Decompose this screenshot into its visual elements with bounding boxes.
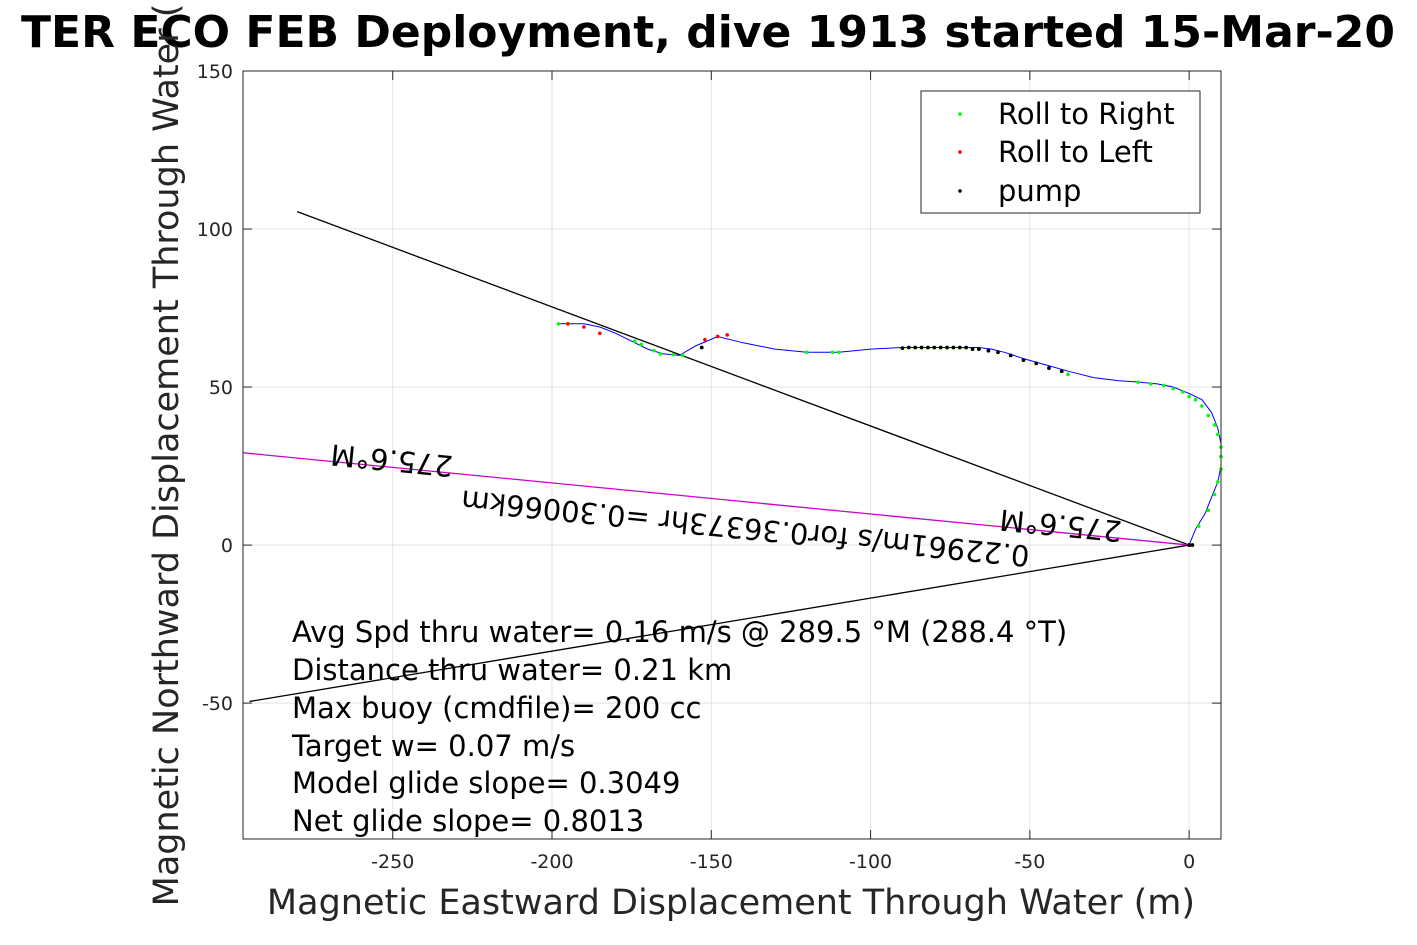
pump-point (996, 350, 1000, 355)
legend-marker-roll-left (958, 150, 962, 154)
roll-right-point (805, 350, 809, 355)
x-tick-label: -200 (530, 851, 573, 873)
roll-right-point (1212, 492, 1217, 497)
legend-box (920, 90, 1201, 214)
reference-line (249, 544, 1190, 703)
legend: Roll to Right Roll to Left pump (920, 90, 1201, 214)
y-tick-label: -50 (202, 693, 233, 715)
chart-title: TER ECO FEB Deployment, dive 1913 starte… (21, 7, 1395, 58)
roll-right-point (1066, 372, 1070, 377)
y-tick-label: 100 (197, 219, 233, 241)
roll-right-point (1206, 508, 1211, 513)
x-tick-label: -100 (849, 851, 892, 873)
pump-point (970, 347, 975, 352)
y-tick-label: 0 (221, 535, 233, 557)
annotation-model-glide-slope: Model glide slope= 0.3049 (292, 766, 680, 800)
roll-right-point (1200, 404, 1204, 408)
x-axis-label: Magnetic Eastward Displacement Through W… (267, 883, 1195, 923)
annotation-target-w: Target w= 0.07 m/s (291, 729, 575, 763)
pump-point (938, 345, 943, 350)
roll-left-point (725, 333, 730, 337)
axis-ticks: -250 -200 -150 -100 -50 0 -50 0 50 100 150 (197, 61, 1221, 873)
point-markers (556, 322, 1223, 547)
legend-label-roll-left: Roll to Left (998, 135, 1153, 169)
pump-point (957, 345, 962, 350)
roll-right-point (1216, 432, 1220, 437)
pump-point (1190, 543, 1195, 547)
pump-point (932, 345, 937, 350)
roll-left-point (597, 331, 602, 336)
x-tick-label: -150 (690, 851, 733, 873)
roll-right-point (1196, 524, 1201, 528)
roll-right-point (1193, 397, 1198, 402)
reference-line (242, 452, 1190, 546)
roll-right-point (652, 348, 656, 353)
legend-label-roll-right: Roll to Right (998, 97, 1175, 131)
roll-left-point (566, 322, 570, 326)
roll-right-point (836, 350, 841, 355)
annotation-block: Avg Spd thru water= 0.16 m/s @ 289.5 °M … (291, 615, 1067, 838)
pump-point (900, 346, 905, 351)
pump-point (699, 345, 704, 350)
legend-marker-roll-right (958, 112, 962, 116)
pump-point (1187, 543, 1192, 547)
roll-right-point (1187, 394, 1191, 399)
roll-right-point (830, 350, 835, 355)
annotation-max-buoy: Max buoy (cmdfile)= 200 cc (292, 691, 701, 725)
roll-left-point (582, 325, 586, 329)
pump-point (1047, 366, 1051, 370)
roll-right-point (680, 353, 685, 358)
pump-point (913, 345, 918, 350)
pump-point (926, 345, 930, 350)
roll-right-point (639, 342, 644, 347)
pump-point (1008, 353, 1013, 358)
y-tick-label: 150 (197, 61, 233, 83)
roll-right-point (1161, 383, 1166, 388)
roll-left-point (703, 337, 707, 342)
roll-right-point (658, 352, 663, 356)
roll-right-point (1136, 380, 1140, 385)
roll-right-point (671, 352, 675, 357)
legend-marker-pump (958, 189, 962, 193)
pump-point (976, 347, 981, 352)
pump-point (1034, 361, 1039, 366)
pump-point (919, 345, 924, 350)
roll-right-point (1212, 423, 1217, 427)
pump-point (945, 345, 949, 350)
pump-point (1021, 358, 1026, 363)
roll-left-point (715, 334, 720, 339)
roll-right-point (556, 322, 561, 326)
y-axis-label: Magnetic Northward Displacement Through … (147, 4, 187, 907)
pump-point (906, 345, 911, 350)
roll-right-point (633, 339, 637, 344)
y-tick-label: 50 (209, 377, 233, 399)
pump-point (986, 348, 991, 353)
annotation-distance: Distance thru water= 0.21 km (292, 653, 732, 687)
roll-right-point (1206, 413, 1211, 418)
pump-point (951, 345, 956, 350)
annotation-net-glide-slope: Net glide slope= 0.8013 (292, 804, 644, 838)
roll-right-point (1216, 480, 1220, 484)
roll-right-point (1171, 386, 1176, 391)
annotation-avg-speed: Avg Spd thru water= 0.16 m/s @ 289.5 °M … (292, 615, 1067, 649)
x-tick-label: 0 (1183, 851, 1195, 873)
roll-right-point (1180, 389, 1185, 394)
x-tick-label: -50 (1014, 851, 1045, 873)
legend-label-pump: pump (998, 174, 1081, 208)
pump-point (1059, 369, 1064, 374)
roll-right-point (1149, 382, 1153, 386)
reference-line (296, 211, 1190, 546)
pump-point (964, 345, 969, 350)
reference-lines (242, 211, 1190, 703)
x-tick-label: -250 (371, 851, 414, 873)
plot-frame (242, 70, 1222, 840)
